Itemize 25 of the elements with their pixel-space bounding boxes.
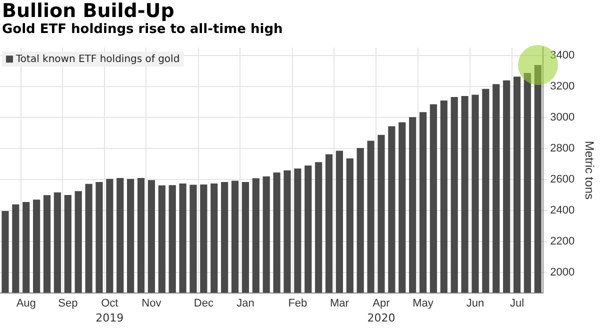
y-axis-title: Metric tons [582,140,596,200]
x-tick-label: Jan [236,297,254,310]
x-tick-label: Feb [288,297,308,310]
x-tick-label: Jul [510,297,524,310]
x-tick-label: Mar [330,297,350,310]
x-tick-label: Sep [58,297,78,310]
x-tick-label: Oct [101,297,118,310]
x-tick-label: Apr [372,297,390,310]
chart-subtitle: Gold ETF holdings rise to all-time high [2,22,283,37]
y-tick-label: 2200 [550,236,575,248]
annotation: 2020 [367,311,396,324]
legend-label: Total known ETF holdings of gold [15,54,180,66]
y-tick-label: 3200 [550,80,575,92]
y-tick-label: 2800 [550,142,575,155]
x-tick-label: Aug [16,297,36,310]
y-tick-label: 3000 [550,111,575,124]
x-tick-label: Jun [466,297,484,310]
y-tick-label: 2400 [550,204,575,217]
y-tick-label: 2600 [550,174,575,186]
x-tick-label: May [412,297,434,310]
x-tick-label: Dec [194,297,214,310]
y-tick-label: 2000 [550,266,575,279]
chart-title: Bullion Build-Up [2,0,174,22]
x-tick-label: Nov [142,297,162,310]
annotation: 2019 [96,311,124,324]
